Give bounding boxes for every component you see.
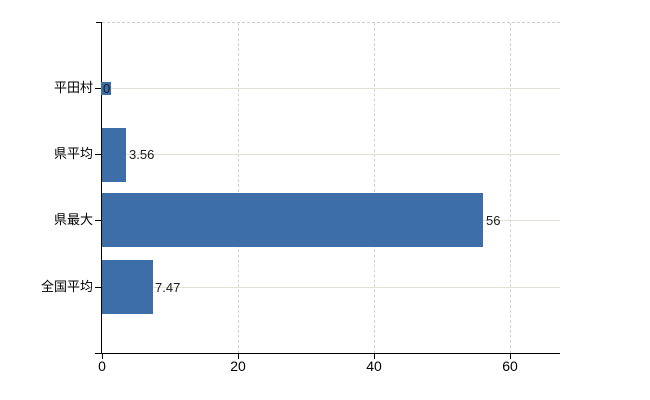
y-axis-top-tick — [96, 22, 102, 23]
plot-top-border — [102, 22, 560, 23]
value-label-kensaidai: 56 — [486, 213, 501, 228]
x-tick-label-20: 20 — [230, 358, 246, 374]
horizontal-gridline-row4 — [102, 287, 560, 288]
bar-zenkokuheikin — [102, 260, 153, 314]
vertical-gridline-40 — [374, 23, 375, 353]
y-tick-row4 — [95, 287, 101, 288]
bar-kensaidai — [102, 193, 483, 247]
x-tick-40 — [374, 354, 375, 359]
x-tick-label-0: 0 — [98, 358, 106, 374]
y-axis-line — [101, 22, 102, 353]
y-tick-row3 — [95, 220, 101, 221]
bar-hiratamura-zero — [101, 82, 111, 95]
value-label-hiratamura: 0 — [103, 81, 111, 96]
horizontal-gridline-row2 — [102, 154, 560, 155]
bar-kenheikin — [102, 128, 126, 182]
category-label-zenkokuheikin: 全国平均 — [40, 279, 93, 294]
value-label-zenkokuheikin: 7.47 — [155, 280, 181, 295]
x-tick-label-60: 60 — [502, 358, 518, 374]
y-tick-row1 — [95, 88, 101, 89]
x-tick-0 — [102, 354, 103, 359]
x-tick-20 — [238, 354, 239, 359]
horizontal-gridline-row1 — [102, 88, 560, 89]
y-tick-row2 — [95, 154, 101, 155]
category-label-hiratamura: 平田村 — [53, 80, 93, 95]
category-label-kensaidai: 県最大 — [53, 212, 93, 227]
vertical-gridline-20 — [238, 23, 239, 353]
x-axis-line — [95, 353, 560, 354]
vertical-gridline-60 — [510, 23, 511, 353]
category-label-kenheikin: 県平均 — [53, 146, 93, 161]
x-tick-label-40: 40 — [366, 358, 382, 374]
value-label-kenheikin: 3.56 — [129, 147, 155, 162]
x-tick-60 — [510, 354, 511, 359]
